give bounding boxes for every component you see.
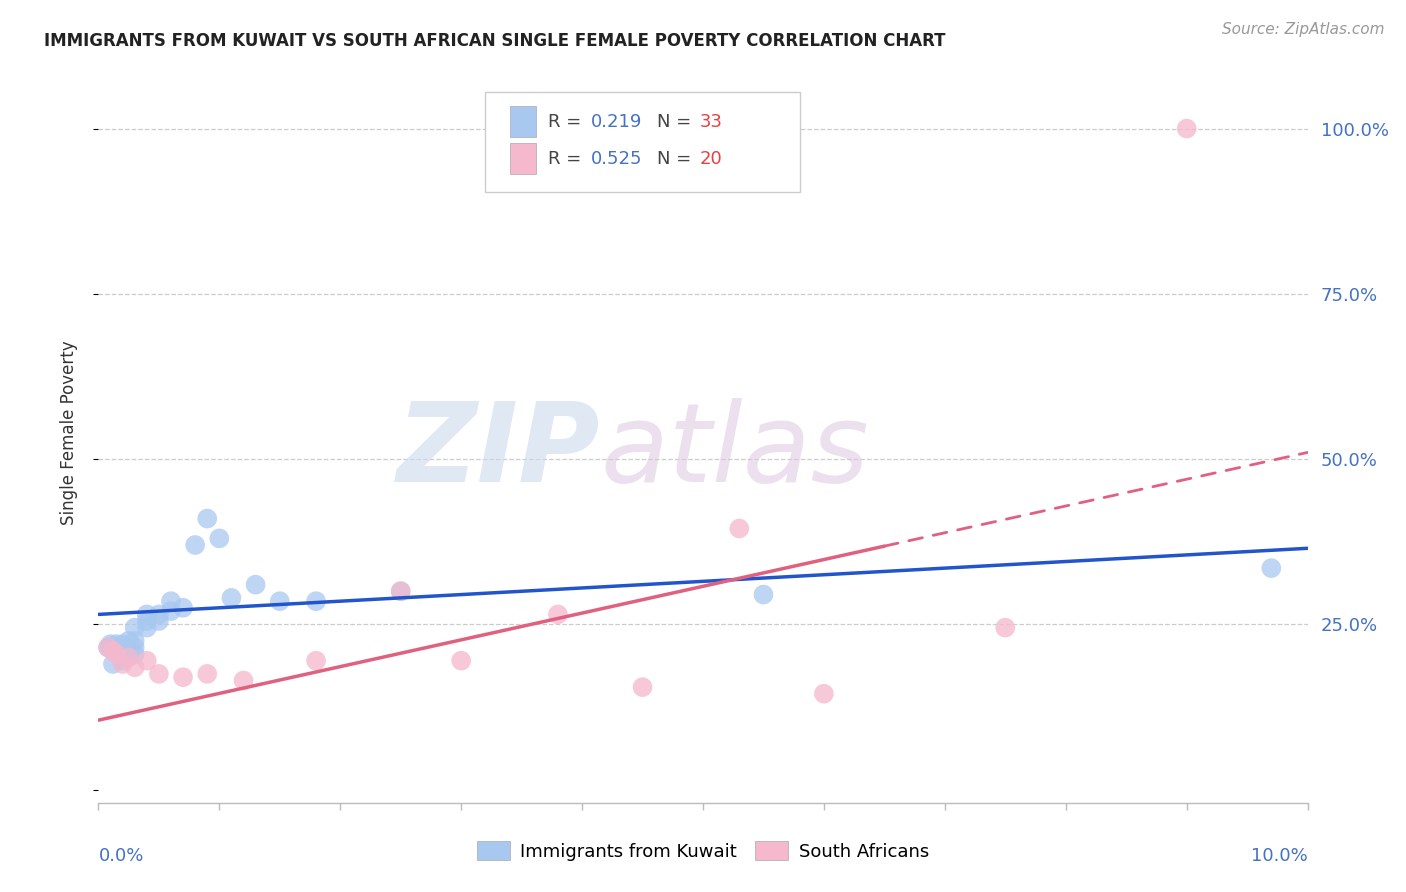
Point	[184, 538, 207, 552]
Point	[111, 637, 134, 651]
Point	[728, 521, 751, 535]
Point	[994, 621, 1017, 635]
Point	[172, 670, 194, 684]
Text: IMMIGRANTS FROM KUWAIT VS SOUTH AFRICAN SINGLE FEMALE POVERTY CORRELATION CHART: IMMIGRANTS FROM KUWAIT VS SOUTH AFRICAN …	[44, 32, 945, 50]
Point	[148, 614, 170, 628]
Point	[752, 588, 775, 602]
FancyBboxPatch shape	[509, 106, 536, 137]
Point	[114, 640, 136, 655]
Point	[124, 621, 146, 635]
Point	[1175, 121, 1198, 136]
Point	[148, 607, 170, 622]
Text: atlas: atlas	[600, 398, 869, 505]
Point	[813, 687, 835, 701]
Point	[547, 607, 569, 622]
Point	[450, 654, 472, 668]
Point	[305, 594, 328, 608]
Point	[160, 594, 183, 608]
Point	[305, 654, 328, 668]
Text: R =: R =	[548, 112, 588, 130]
Point	[100, 637, 122, 651]
Point	[135, 614, 157, 628]
Text: 20: 20	[699, 150, 723, 168]
Point	[108, 644, 131, 658]
Point	[195, 511, 218, 525]
Point	[111, 657, 134, 671]
Text: 0.0%: 0.0%	[98, 847, 143, 865]
Point	[135, 607, 157, 622]
Point	[631, 680, 654, 694]
Text: 33: 33	[699, 112, 723, 130]
Text: ZIP: ZIP	[396, 398, 600, 505]
Point	[221, 591, 243, 605]
Point	[101, 644, 124, 658]
Point	[118, 650, 141, 665]
Text: 10.0%: 10.0%	[1251, 847, 1308, 865]
Point	[160, 604, 183, 618]
Point	[124, 640, 146, 655]
Point	[97, 640, 120, 655]
Text: R =: R =	[548, 150, 588, 168]
Point	[97, 640, 120, 655]
Point	[118, 633, 141, 648]
Text: N =: N =	[657, 150, 697, 168]
Point	[195, 666, 218, 681]
Text: Source: ZipAtlas.com: Source: ZipAtlas.com	[1222, 22, 1385, 37]
FancyBboxPatch shape	[485, 92, 800, 192]
Point	[105, 637, 128, 651]
Point	[135, 654, 157, 668]
Point	[148, 666, 170, 681]
Point	[232, 673, 254, 688]
Legend: Immigrants from Kuwait, South Africans: Immigrants from Kuwait, South Africans	[470, 834, 936, 868]
Text: 0.525: 0.525	[591, 150, 643, 168]
Point	[389, 584, 412, 599]
FancyBboxPatch shape	[509, 143, 536, 174]
Point	[208, 532, 231, 546]
Point	[101, 657, 124, 671]
Y-axis label: Single Female Poverty: Single Female Poverty	[59, 341, 77, 524]
Point	[111, 640, 134, 655]
Point	[105, 640, 128, 655]
Point	[124, 633, 146, 648]
Point	[389, 584, 412, 599]
Point	[1260, 561, 1282, 575]
Point	[111, 654, 134, 668]
Point	[105, 647, 128, 661]
Point	[135, 621, 157, 635]
Text: 0.219: 0.219	[591, 112, 643, 130]
Point	[124, 660, 146, 674]
Text: N =: N =	[657, 112, 697, 130]
Point	[269, 594, 291, 608]
Point	[124, 647, 146, 661]
Point	[245, 577, 267, 591]
Point	[172, 600, 194, 615]
